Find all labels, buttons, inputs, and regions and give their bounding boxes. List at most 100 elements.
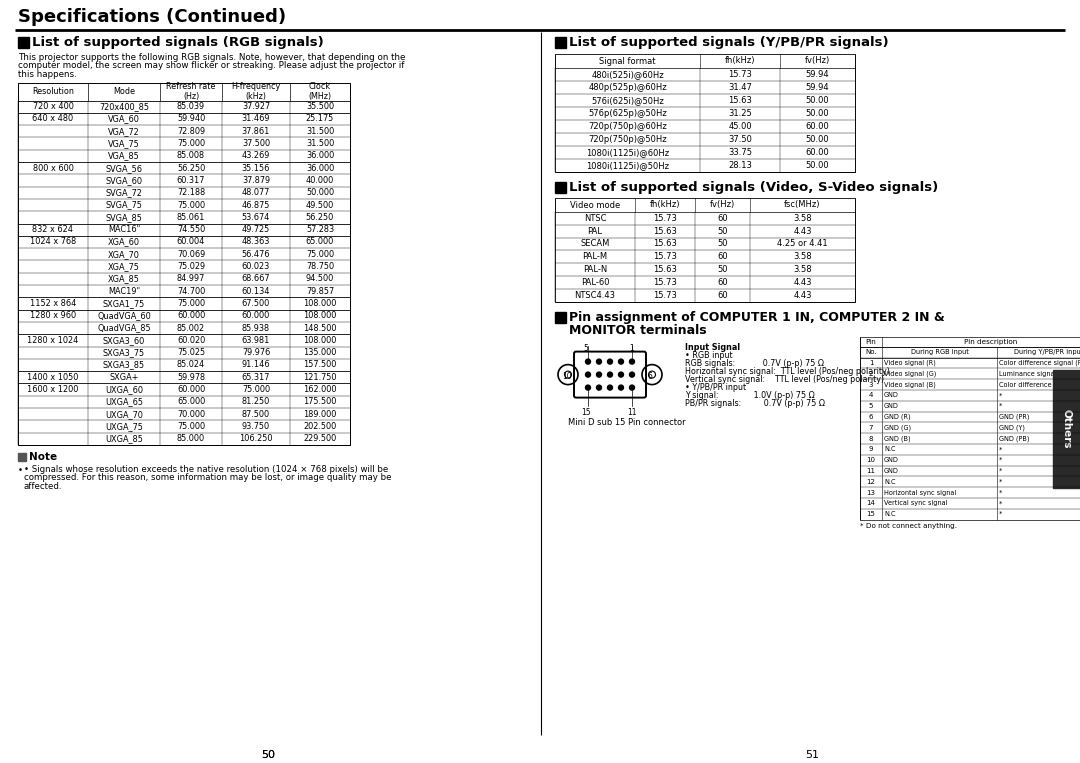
Text: 60: 60	[717, 253, 728, 261]
Text: 87.500: 87.500	[242, 410, 270, 419]
Text: VGA_85: VGA_85	[108, 151, 140, 160]
Text: • Signals whose resolution exceeds the native resolution (1024 × 768 pixels) wil: • Signals whose resolution exceeds the n…	[24, 465, 388, 474]
Text: H-frequency
(kHz): H-frequency (kHz)	[231, 82, 281, 101]
Bar	[555, 182, 566, 193]
Text: SECAM: SECAM	[580, 240, 610, 249]
Text: 148.500: 148.500	[303, 324, 337, 333]
Text: VGA_75: VGA_75	[108, 139, 140, 148]
Text: PAL-60: PAL-60	[581, 278, 609, 287]
Text: 50: 50	[717, 240, 728, 249]
Text: UXGA_70: UXGA_70	[105, 410, 143, 419]
Text: GND: GND	[885, 403, 899, 409]
Text: 57.283: 57.283	[306, 225, 334, 234]
Text: 60: 60	[717, 278, 728, 287]
Text: 60.000: 60.000	[242, 311, 270, 320]
Text: *: *	[999, 479, 1002, 485]
Text: Horizontal sync signal: Horizontal sync signal	[885, 490, 956, 496]
Text: 63.981: 63.981	[242, 336, 270, 345]
Text: 50.00: 50.00	[806, 135, 829, 144]
Text: QuadVGA_85: QuadVGA_85	[97, 324, 151, 333]
Text: 31.47: 31.47	[728, 83, 752, 92]
Text: 75.000: 75.000	[177, 422, 205, 431]
Text: fv(Hz): fv(Hz)	[805, 56, 831, 66]
Text: Video signal (R): Video signal (R)	[885, 359, 935, 366]
Text: 50: 50	[261, 750, 275, 760]
Text: MAC16": MAC16"	[108, 225, 140, 234]
Text: 3: 3	[868, 382, 874, 388]
Text: 13: 13	[866, 490, 876, 496]
Text: fh(kHz): fh(kHz)	[650, 201, 680, 210]
Text: 1080i(1125i)@50Hz: 1080i(1125i)@50Hz	[586, 161, 669, 170]
Text: GND: GND	[885, 468, 899, 474]
Text: 65.317: 65.317	[242, 373, 270, 382]
Text: 75.000: 75.000	[306, 250, 334, 259]
Text: 3.58: 3.58	[793, 214, 812, 223]
Text: 36.000: 36.000	[306, 163, 334, 172]
Text: SVGA_60: SVGA_60	[106, 176, 143, 185]
Text: 56.250: 56.250	[306, 213, 334, 222]
Text: 60.020: 60.020	[177, 336, 205, 345]
Text: 31.25: 31.25	[728, 109, 752, 118]
Text: VGA_72: VGA_72	[108, 127, 140, 136]
Text: 11: 11	[627, 407, 637, 417]
Text: 60.000: 60.000	[177, 311, 205, 320]
Text: GND (R): GND (R)	[885, 414, 910, 420]
Text: 10: 10	[563, 372, 572, 381]
Text: 1152 x 864: 1152 x 864	[30, 299, 77, 308]
Text: Color difference signal (PB): Color difference signal (PB)	[999, 382, 1080, 388]
Text: 202.500: 202.500	[303, 422, 337, 431]
Text: 85.039: 85.039	[177, 102, 205, 111]
Text: 53.674: 53.674	[242, 213, 270, 222]
Text: Signal format: Signal format	[599, 56, 656, 66]
Text: List of supported signals (RGB signals): List of supported signals (RGB signals)	[32, 36, 324, 49]
Text: Input Signal: Input Signal	[685, 343, 740, 352]
Text: 74.550: 74.550	[177, 225, 205, 234]
Text: During Y/PB/PR input: During Y/PB/PR input	[1014, 349, 1080, 356]
Text: SVGA_72: SVGA_72	[106, 188, 143, 198]
Text: 28.13: 28.13	[728, 161, 752, 170]
Text: 81.250: 81.250	[242, 398, 270, 407]
Text: 75.000: 75.000	[177, 299, 205, 308]
Text: 37.861: 37.861	[242, 127, 270, 136]
Text: Vertical sync signal:    TTL level (Pos/neg polarity): Vertical sync signal: TTL level (Pos/neg…	[685, 375, 885, 384]
Text: 48.077: 48.077	[242, 188, 270, 198]
Text: fh(kHz): fh(kHz)	[725, 56, 755, 66]
Text: *: *	[999, 511, 1002, 517]
Text: VGA_60: VGA_60	[108, 114, 140, 124]
Text: 640 x 480: 640 x 480	[32, 114, 73, 124]
Text: 49.725: 49.725	[242, 225, 270, 234]
Text: 50.00: 50.00	[806, 109, 829, 118]
Text: affected.: affected.	[24, 482, 63, 491]
Text: 78.750: 78.750	[306, 262, 334, 271]
Text: 60: 60	[717, 291, 728, 300]
Text: NTSC: NTSC	[584, 214, 606, 223]
Text: List of supported signals (Y/PB/PR signals): List of supported signals (Y/PB/PR signa…	[569, 36, 889, 49]
Text: 70.069: 70.069	[177, 250, 205, 259]
Text: *: *	[999, 501, 1002, 507]
Text: Video mode: Video mode	[570, 201, 620, 210]
Text: 720 x 400: 720 x 400	[32, 102, 73, 111]
Text: 67.500: 67.500	[242, 299, 270, 308]
Text: 720x400_85: 720x400_85	[99, 102, 149, 111]
Text: Clock
(MHz): Clock (MHz)	[309, 82, 332, 101]
Text: Mode: Mode	[113, 87, 135, 96]
Text: compressed. For this reason, some information may be lost, or image quality may : compressed. For this reason, some inform…	[24, 473, 391, 482]
Text: Note: Note	[29, 452, 57, 462]
Text: List of supported signals (Video, S-Video signals): List of supported signals (Video, S-Vide…	[569, 181, 939, 194]
Text: *: *	[999, 403, 1002, 409]
Text: 1: 1	[868, 360, 874, 366]
Text: 65.000: 65.000	[306, 237, 334, 246]
Text: 50: 50	[717, 265, 728, 274]
Text: 40.000: 40.000	[306, 176, 334, 185]
Text: 832 x 624: 832 x 624	[32, 225, 73, 234]
Text: 189.000: 189.000	[303, 410, 337, 419]
Text: UXGA_75: UXGA_75	[105, 422, 143, 431]
Text: 59.94: 59.94	[806, 70, 829, 79]
Bar	[555, 37, 566, 48]
Text: NTSC4.43: NTSC4.43	[575, 291, 616, 300]
Text: 72.188: 72.188	[177, 188, 205, 198]
Text: Mini D sub 15 Pin connector: Mini D sub 15 Pin connector	[568, 417, 686, 427]
Text: 576i(625i)@50Hz: 576i(625i)@50Hz	[591, 96, 664, 105]
Text: 1280 x 1024: 1280 x 1024	[27, 336, 79, 345]
Text: GND: GND	[885, 457, 899, 463]
